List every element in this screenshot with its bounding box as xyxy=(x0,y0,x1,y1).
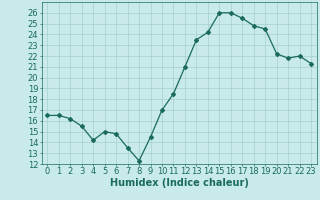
X-axis label: Humidex (Indice chaleur): Humidex (Indice chaleur) xyxy=(110,178,249,188)
